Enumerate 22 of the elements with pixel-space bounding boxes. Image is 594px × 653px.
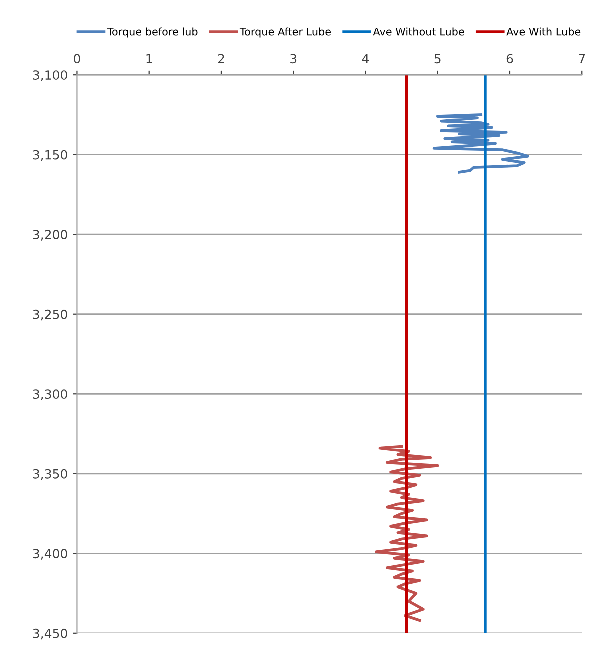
x-tick-label: 2: [218, 54, 224, 64]
x-tick-label: 4: [362, 54, 370, 64]
x-tick-label: 6: [506, 54, 514, 64]
legend-label: Torque before lub: [107, 28, 198, 38]
x-tick-label: 7: [579, 54, 586, 64]
y-tick-label: 3,300: [33, 390, 68, 400]
legend-label: Ave With Lube: [506, 28, 581, 36]
x-tick-label: 3: [290, 54, 297, 64]
x-tick-label: 5: [434, 54, 441, 64]
y-tick-label: 3,250: [33, 310, 68, 321]
y-tick-label: 3,350: [33, 469, 68, 480]
line-series: [375, 445, 440, 622]
x-tick-label: 0: [74, 54, 80, 64]
x-tick-label: 1: [146, 54, 152, 64]
y-tick-label: 3,450: [33, 628, 68, 640]
legend-label: Torque After Lube: [240, 28, 331, 38]
legend-label: Ave Without Lube: [373, 28, 464, 36]
y-tick-label: 3,100: [33, 70, 68, 82]
y-tick-label: 3,150: [33, 150, 68, 162]
y-tick-label: 3,200: [33, 230, 68, 241]
line-series: [432, 114, 530, 174]
y-tick-label: 3,400: [33, 549, 68, 560]
